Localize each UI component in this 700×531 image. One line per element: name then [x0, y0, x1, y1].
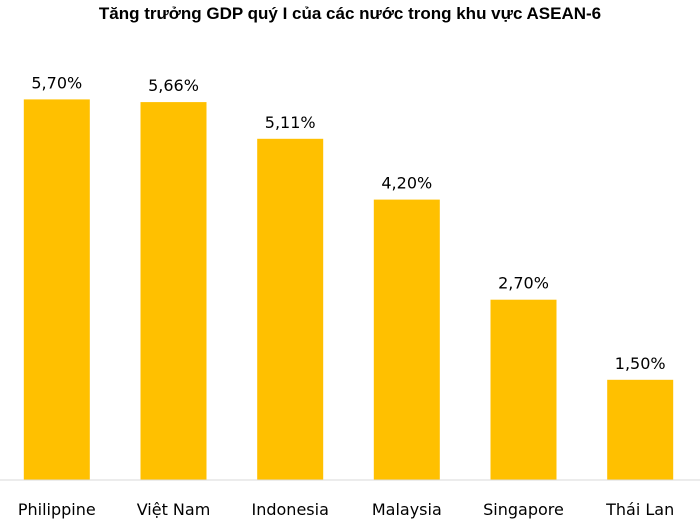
x-tick-label-2: Indonesia — [252, 500, 329, 519]
x-tick-label-3: Malaysia — [372, 500, 442, 519]
bar-5 — [607, 379, 674, 480]
data-label-1: 5,66% — [148, 76, 199, 95]
data-label-4: 2,70% — [498, 274, 549, 293]
x-tick-labels-group: Philippine Việt Nam Indonesia Malaysia Singa… — [18, 500, 674, 519]
chart-title: Tăng trưởng GDP quý I của các nước trong… — [99, 4, 601, 23]
x-tick-label-5: Thái Lan — [605, 500, 674, 519]
bars-group — [23, 99, 674, 481]
bar-2 — [257, 138, 324, 481]
x-tick-label-1: Việt Nam — [137, 500, 211, 519]
x-tick-label-4: Singapore — [483, 500, 564, 519]
x-tick-label-0: Philippine — [18, 500, 96, 519]
data-labels-group: 5,70% 5,66% 5,11% 4,20% 2,70% 1,50% — [31, 73, 665, 372]
data-label-3: 4,20% — [381, 174, 432, 193]
data-label-5: 1,50% — [615, 354, 666, 373]
data-label-0: 5,70% — [31, 73, 82, 92]
bar-0 — [23, 99, 90, 481]
bar-3 — [373, 199, 440, 480]
data-label-2: 5,11% — [265, 113, 316, 132]
bar-4 — [490, 299, 557, 480]
bar-1 — [140, 102, 207, 480]
